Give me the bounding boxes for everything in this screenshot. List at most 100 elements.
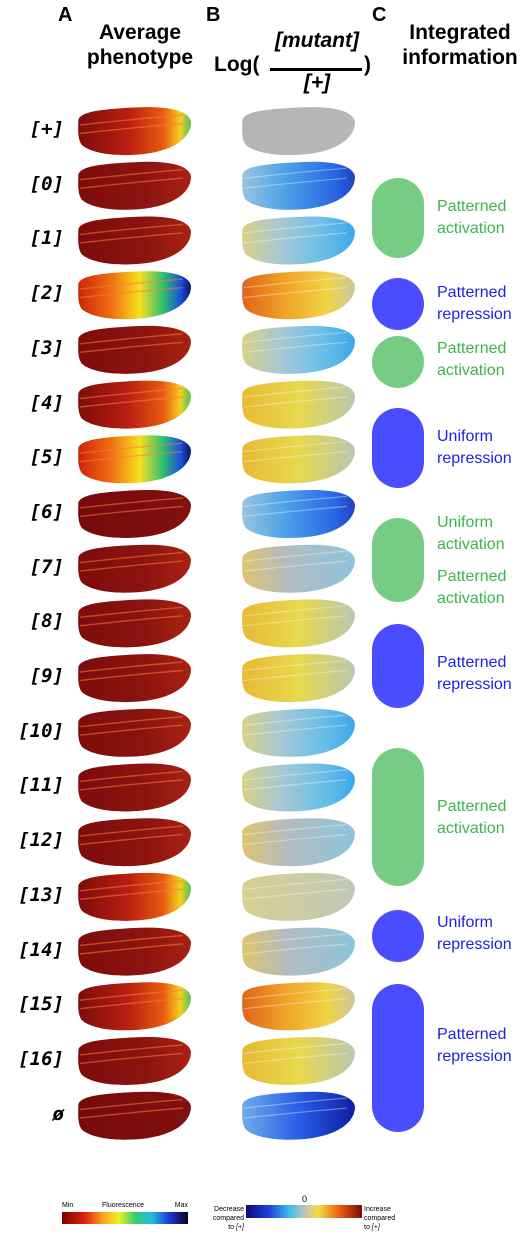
ratio-wing bbox=[242, 161, 355, 210]
phenotype-wing bbox=[78, 982, 191, 1031]
activation-marker bbox=[372, 178, 424, 258]
log-prefix: Log( bbox=[214, 53, 260, 76]
row-label: [9] bbox=[29, 665, 64, 687]
phenotype-wing bbox=[78, 818, 191, 867]
integrated-label-line: activation bbox=[437, 590, 505, 607]
ratio-numerator: [mutant] bbox=[275, 29, 359, 52]
phenotype-wing bbox=[78, 325, 191, 374]
row-label: [6] bbox=[29, 500, 64, 523]
panel-a-letter: A bbox=[58, 4, 73, 26]
legend-fluorescence: Min Fluorescence Max bbox=[62, 1202, 188, 1232]
row-label: [11] bbox=[18, 774, 64, 797]
repression-marker bbox=[372, 624, 424, 708]
legend-zero: 0 bbox=[302, 1194, 308, 1204]
ratio-wing bbox=[242, 982, 355, 1031]
ratio-wing bbox=[242, 1037, 355, 1085]
ratio-wing bbox=[242, 435, 355, 484]
panel-b-letter: B bbox=[206, 4, 221, 26]
legend-fluorescence-label: Fluorescence bbox=[102, 1202, 145, 1209]
phenotype-wing bbox=[78, 708, 191, 757]
integrated-label-line: repression bbox=[437, 450, 512, 467]
integrated-label-line: Patterned bbox=[437, 340, 507, 357]
legend-decrease: Decrease compared to [+] bbox=[206, 1205, 244, 1232]
ratio-wing bbox=[242, 1091, 355, 1140]
ratio-denominator: [+] bbox=[303, 71, 331, 94]
integrated-label: Patterned repression bbox=[437, 1024, 529, 1068]
integrated-label: Patterned repression bbox=[437, 282, 529, 326]
panel-b-title: Log( [mutant] [+] ) bbox=[214, 28, 374, 94]
integrated-label-line: Uniform bbox=[437, 428, 494, 445]
phenotype-wing bbox=[78, 1091, 191, 1140]
integrated-label-line: repression bbox=[437, 676, 512, 693]
activation-marker bbox=[372, 748, 424, 886]
ratio-wing bbox=[242, 927, 355, 976]
phenotype-wing bbox=[78, 1037, 191, 1085]
integrated-label-line: Patterned bbox=[437, 198, 507, 215]
phenotype-wing bbox=[78, 763, 191, 812]
row-label: [0] bbox=[29, 172, 64, 195]
integrated-label-line: Uniform bbox=[437, 514, 494, 531]
ratio-fraction-bar bbox=[270, 68, 362, 71]
integrated-label: Uniform repression bbox=[437, 912, 529, 956]
legend-decrease-ref: [+] bbox=[236, 1224, 244, 1231]
integrated-label: Patterned activation bbox=[437, 338, 529, 382]
legend-increase-line2: compared bbox=[364, 1215, 396, 1222]
row-label: [+] bbox=[29, 118, 64, 140]
row-label: [1] bbox=[29, 227, 64, 250]
panel-c-title: Integrated information bbox=[392, 20, 528, 70]
integrated-label-line: Patterned bbox=[437, 284, 507, 301]
legend-increase-line3: to [+] bbox=[364, 1223, 404, 1232]
phenotype-wing bbox=[78, 271, 191, 320]
ratio-wing bbox=[242, 216, 355, 265]
phenotype-wing bbox=[78, 490, 191, 538]
row-label: [7] bbox=[29, 555, 64, 578]
phenotype-wing bbox=[78, 927, 191, 976]
integrated-label-line: activation bbox=[437, 820, 505, 837]
log-suffix: ) bbox=[364, 53, 371, 76]
ratio-wing bbox=[242, 763, 355, 812]
integrated-label-line: activation bbox=[437, 536, 505, 553]
row-label: [4] bbox=[29, 391, 64, 414]
activation-marker bbox=[372, 336, 424, 388]
row-label: [12] bbox=[18, 829, 64, 852]
legend-decrease-line2: compared bbox=[212, 1215, 244, 1222]
row-label: [16] bbox=[18, 1047, 64, 1070]
phenotype-wing bbox=[78, 380, 191, 429]
ratio-wing bbox=[242, 380, 355, 429]
row-label: [8] bbox=[29, 610, 64, 633]
integrated-label-line: activation bbox=[437, 220, 505, 237]
legend-ratio-bar bbox=[246, 1205, 362, 1218]
ratio-wing bbox=[242, 872, 355, 921]
ratio-wing bbox=[242, 325, 355, 374]
ratio-wing bbox=[242, 544, 355, 593]
row-label: [3] bbox=[29, 336, 64, 359]
panel-c-title-line2: information bbox=[402, 46, 518, 69]
repression-marker bbox=[372, 278, 424, 330]
integrated-label-line: activation bbox=[437, 362, 505, 379]
phenotype-wing bbox=[78, 107, 191, 156]
legend-ratio: 0 Decrease compared to [+] Increase comp… bbox=[206, 1194, 404, 1240]
integrated-label: Patterned activation bbox=[437, 566, 529, 610]
repression-marker bbox=[372, 408, 424, 488]
integrated-label-line: Uniform bbox=[437, 914, 494, 931]
row-label: [10] bbox=[18, 719, 64, 742]
row-label: [2] bbox=[29, 282, 64, 305]
repression-marker bbox=[372, 910, 424, 962]
panel-a-title-line2: phenotype bbox=[86, 46, 194, 69]
ratio-wing bbox=[242, 107, 355, 156]
phenotype-wing bbox=[78, 216, 191, 265]
integrated-label-line: repression bbox=[437, 936, 512, 953]
row-label: ø bbox=[52, 1102, 64, 1125]
row-label: [13] bbox=[18, 883, 64, 906]
legend-min: Min bbox=[62, 1202, 74, 1209]
phenotype-wing bbox=[78, 544, 191, 593]
legend-decrease-line3: to [+] bbox=[206, 1223, 244, 1232]
integrated-label: Patterned activation bbox=[437, 796, 529, 840]
integrated-label: Uniform activation bbox=[437, 512, 529, 556]
integrated-label-line: repression bbox=[437, 1048, 512, 1065]
legend-increase: Increase compared to [+] bbox=[364, 1205, 404, 1232]
legend-decrease-line1: Decrease bbox=[214, 1206, 244, 1213]
integrated-label-line: repression bbox=[437, 306, 512, 323]
panel-c-title-line1: Integrated bbox=[409, 21, 511, 44]
